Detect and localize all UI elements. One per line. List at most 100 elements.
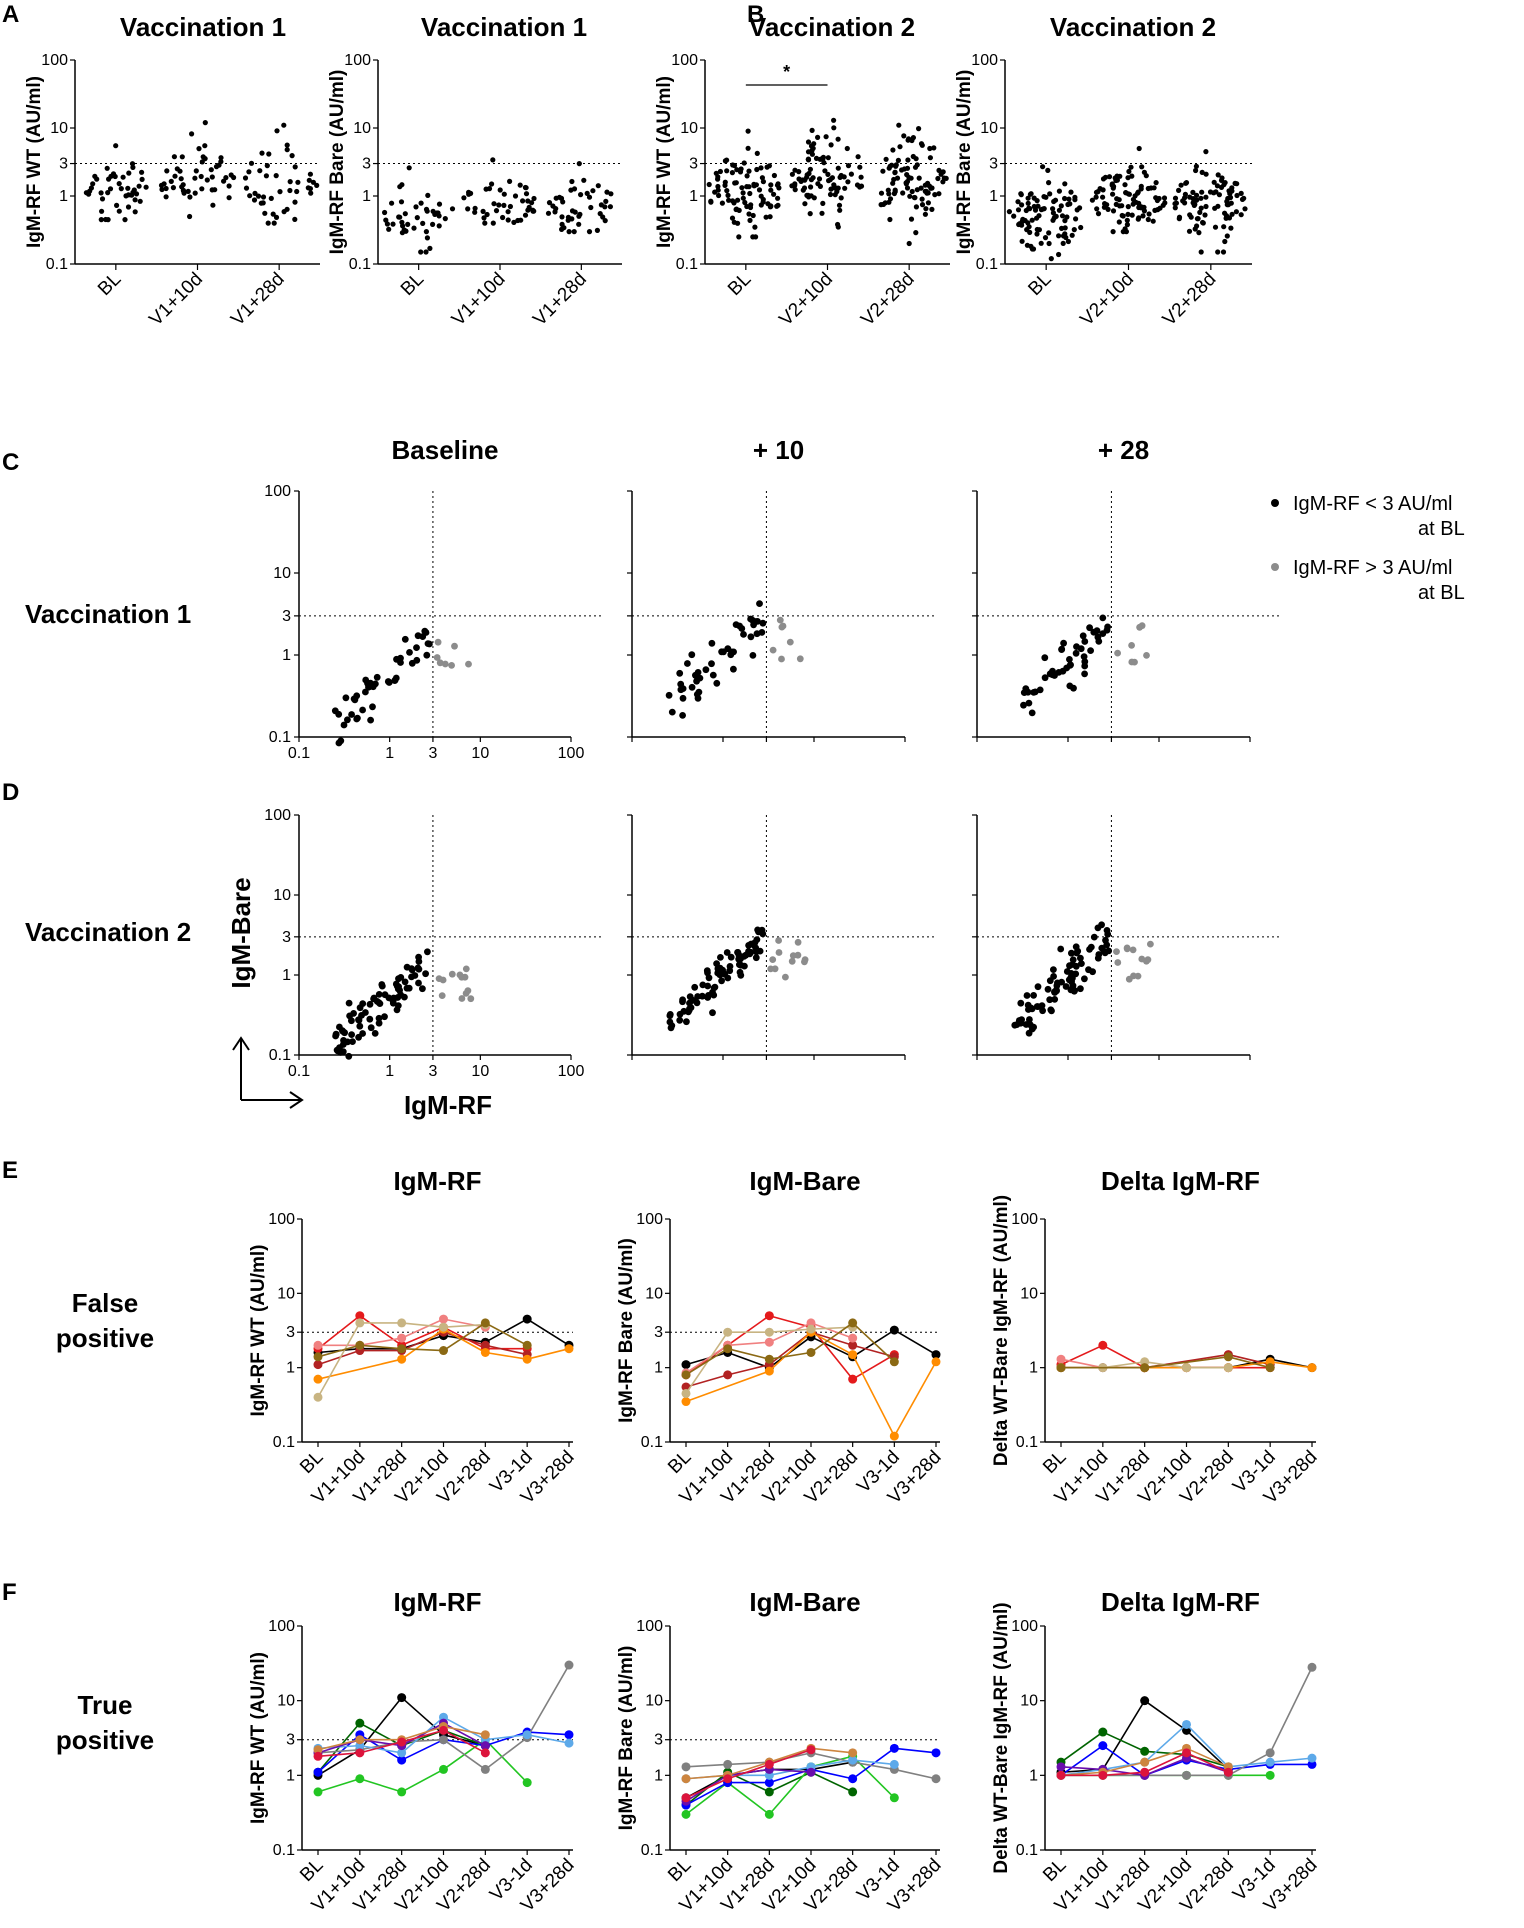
data-point — [810, 175, 816, 181]
series-point — [313, 1745, 323, 1755]
data-point — [208, 167, 214, 173]
series-point — [1140, 1363, 1150, 1373]
series-point — [889, 1759, 899, 1769]
series-segment — [768, 1322, 812, 1343]
data-point — [398, 199, 405, 205]
data-point — [1190, 196, 1196, 202]
x-tick-label: BL — [1039, 1447, 1070, 1478]
series-point — [313, 1340, 323, 1350]
series-segment — [359, 1315, 403, 1346]
data-point — [1220, 249, 1227, 255]
data-point — [263, 173, 269, 179]
series-point — [397, 1333, 407, 1343]
data-point — [1178, 182, 1184, 188]
data-point — [1183, 180, 1190, 186]
series-point — [397, 1748, 407, 1758]
data-point — [362, 676, 370, 684]
series-segment — [852, 1759, 895, 1766]
x-tick-label: V1+10d — [448, 269, 510, 331]
x-tick-label: BL — [94, 269, 125, 300]
data-point — [1100, 176, 1107, 182]
y-axis-label: IgM-RF WT (AU/ml) — [248, 1652, 269, 1824]
series-segment — [443, 1331, 486, 1347]
data-point — [747, 204, 754, 211]
data-point — [726, 967, 734, 975]
data-point — [1242, 206, 1248, 212]
data-point — [287, 179, 293, 185]
y-tick-label: 10 — [273, 565, 291, 582]
data-point — [771, 172, 778, 179]
data-point — [500, 214, 506, 221]
data-point — [425, 192, 431, 198]
data-point — [1046, 230, 1052, 236]
data-point — [248, 160, 255, 166]
data-point — [560, 199, 566, 205]
series-segment — [359, 1344, 402, 1350]
data-point — [1056, 233, 1062, 239]
data-point — [758, 926, 766, 934]
data-point — [733, 206, 739, 213]
data-point — [809, 151, 816, 157]
data-point — [209, 174, 215, 180]
series-segment — [810, 1761, 853, 1771]
x-tick-label: 1 — [385, 745, 394, 762]
data-point — [344, 1038, 351, 1046]
data-point — [686, 1005, 693, 1013]
data-point — [828, 142, 834, 148]
data-point — [1225, 202, 1231, 208]
scatter-c1: Baseline Vaccination 1 100 10 3 1 0.10.1 1 3 10 10… — [25, 435, 601, 762]
series-segment — [484, 1736, 528, 1771]
data-point — [756, 600, 763, 607]
data-point — [1081, 975, 1088, 983]
series-segment — [1270, 1757, 1313, 1763]
data-point — [1063, 968, 1071, 975]
series-segment — [852, 1322, 895, 1363]
data-point — [1068, 949, 1075, 957]
data-point — [306, 177, 312, 183]
data-point — [1095, 211, 1102, 217]
y-tick-label: 10 — [50, 120, 68, 137]
data-point — [247, 193, 253, 199]
data-point — [415, 979, 422, 987]
data-point — [104, 165, 110, 171]
series-segment — [401, 1725, 444, 1741]
data-point — [858, 174, 864, 180]
data-point — [714, 965, 722, 973]
series-segment — [810, 1331, 853, 1347]
series-segment — [401, 1318, 444, 1339]
data-point — [1024, 688, 1032, 696]
chart-title: Baseline — [392, 435, 499, 465]
data-point — [484, 211, 490, 218]
series-point — [806, 1767, 816, 1777]
data-point — [1029, 217, 1035, 223]
data-point — [120, 174, 126, 180]
data-point — [369, 703, 376, 711]
data-point — [892, 170, 898, 176]
y-tick-label: 10 — [680, 120, 698, 137]
series-point — [848, 1374, 858, 1384]
series-point — [723, 1774, 733, 1784]
data-point — [1041, 654, 1049, 662]
y-tick-label: 10 — [277, 1693, 295, 1710]
data-point — [1018, 191, 1024, 197]
series-segment — [1144, 1757, 1187, 1777]
data-point — [705, 992, 712, 999]
data-point — [348, 1017, 355, 1025]
data-point — [403, 984, 411, 992]
series-point — [1307, 1662, 1317, 1672]
data-point — [692, 671, 699, 679]
series-point — [931, 1748, 941, 1758]
data-point — [202, 143, 208, 149]
data-point — [1218, 177, 1225, 183]
series-point — [931, 1774, 941, 1784]
data-point — [1241, 195, 1247, 201]
series-point — [1182, 1770, 1191, 1780]
data-point — [356, 1022, 364, 1030]
y-arrow-label: IgM-Bare — [226, 877, 256, 988]
y-tick-label: 10 — [980, 120, 998, 137]
x-tick-label: BL — [664, 1855, 695, 1886]
data-point — [274, 128, 280, 134]
y-axis-label: IgM-RF Bare (AU/ml) — [616, 1646, 637, 1831]
data-point — [737, 961, 745, 969]
